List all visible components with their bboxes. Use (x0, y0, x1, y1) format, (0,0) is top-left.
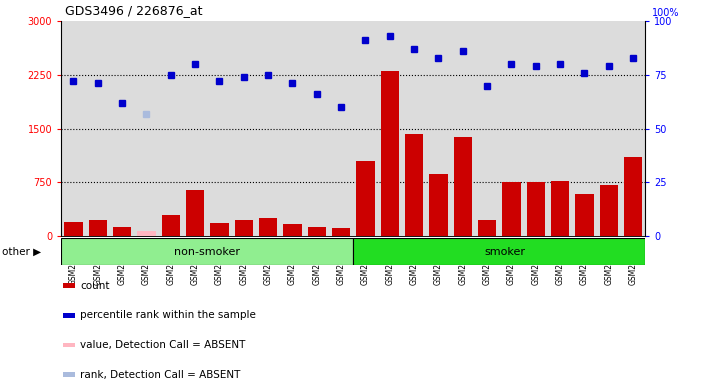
Bar (61, 238, 353, 265)
Bar (63, 313, 74, 318)
Bar (63, 343, 74, 347)
Bar (113, 227, 131, 236)
Text: percentile rank within the sample: percentile rank within the sample (80, 310, 256, 320)
Bar (356, 161, 375, 236)
Text: non-smoker: non-smoker (174, 247, 240, 257)
Bar (63, 372, 74, 377)
Bar (381, 71, 399, 236)
Bar (503, 182, 521, 236)
Bar (63, 283, 74, 288)
Bar (526, 182, 545, 236)
Bar (283, 223, 301, 236)
Text: smoker: smoker (485, 247, 526, 257)
Bar (332, 228, 350, 236)
Bar (429, 174, 448, 236)
Text: count: count (80, 280, 110, 291)
Text: GDS3496 / 226876_at: GDS3496 / 226876_at (65, 4, 203, 17)
Bar (259, 218, 278, 236)
Bar (211, 223, 229, 236)
Bar (600, 185, 618, 236)
Text: 100%: 100% (653, 8, 680, 18)
Bar (624, 157, 642, 236)
Bar (575, 194, 593, 236)
Text: value, Detection Call = ABSENT: value, Detection Call = ABSENT (80, 340, 246, 350)
Bar (551, 181, 570, 236)
Bar (64, 222, 83, 236)
Text: other ▶: other ▶ (2, 247, 41, 257)
Bar (234, 220, 253, 236)
Bar (353, 238, 645, 265)
Bar (162, 215, 180, 236)
Text: rank, Detection Call = ABSENT: rank, Detection Call = ABSENT (80, 369, 241, 380)
Bar (454, 137, 472, 236)
Bar (405, 134, 423, 236)
Bar (478, 220, 496, 236)
Bar (308, 227, 326, 236)
Bar (137, 231, 156, 236)
Bar (186, 190, 204, 236)
Bar (89, 220, 107, 236)
